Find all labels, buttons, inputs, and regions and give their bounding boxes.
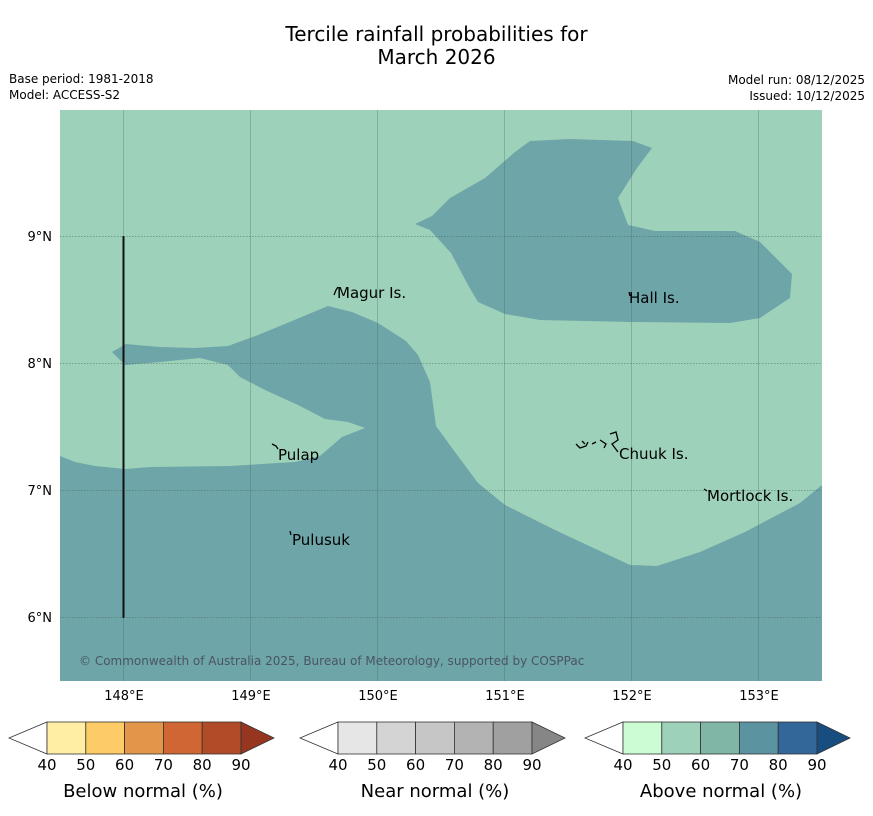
lon-tick-150: 150°E bbox=[358, 689, 398, 704]
place-labels: Magur Is. Hall Is. Pulap Chuuk Is. Mortl… bbox=[278, 284, 793, 549]
colorbar-below-tick-60: 60 bbox=[115, 756, 135, 774]
lon-tick-152: 152°E bbox=[612, 689, 652, 704]
colorbar-near-tick-80: 80 bbox=[483, 756, 503, 774]
base-period: Base period: 1981-2018 bbox=[9, 72, 154, 86]
colorbar-below-tick-90: 90 bbox=[231, 756, 251, 774]
lon-tick-153: 153°E bbox=[739, 689, 779, 704]
colorbar-near-bin-1 bbox=[337, 721, 378, 755]
colorbar-near-tick-90: 90 bbox=[522, 756, 542, 774]
colorbar-near-bin-2 bbox=[376, 721, 417, 755]
colorbar-near-bin-5 bbox=[492, 721, 533, 755]
colorbar-below-under-arrow bbox=[8, 721, 48, 755]
colorbar-below-tick-40: 40 bbox=[37, 756, 57, 774]
colorbar-near-tick-60: 60 bbox=[406, 756, 426, 774]
lat-tick-9n: 9°N bbox=[28, 230, 53, 245]
legend-above-label: Above normal (%) bbox=[639, 781, 803, 802]
colorbar-above bbox=[584, 721, 851, 755]
mortlock-island-outline bbox=[703, 488, 708, 492]
chuuk-island-outline bbox=[575, 431, 619, 453]
colorbar-below-over-arrow bbox=[240, 721, 275, 755]
colorbar-below bbox=[8, 721, 275, 755]
legend-above-normal bbox=[584, 721, 858, 755]
colorbar-above-tick-90: 90 bbox=[807, 756, 827, 774]
colorbar-near-under-arrow bbox=[299, 721, 339, 755]
colorbar-below-bin-1 bbox=[46, 721, 87, 755]
model-name: Model: ACCESS-S2 bbox=[9, 88, 121, 102]
above-normal-70-region-north bbox=[415, 139, 792, 323]
magur-island-outline bbox=[333, 286, 339, 296]
colorbar-above-bin-2 bbox=[661, 721, 702, 755]
place-pulap: Pulap bbox=[278, 446, 319, 464]
colorbar-below-bin-5 bbox=[201, 721, 242, 755]
colorbar-above-under-arrow bbox=[584, 721, 624, 755]
colorbar-below-tick-50: 50 bbox=[76, 756, 96, 774]
longitude-tick-labels: 148°E 149°E 150°E 151°E 152°E 153°E bbox=[104, 689, 779, 704]
colorbar-below-tick-80: 80 bbox=[192, 756, 212, 774]
colorbar-above-bin-3 bbox=[700, 721, 740, 755]
lon-tick-148: 148°E bbox=[104, 689, 144, 704]
place-mortlock: Mortlock Is. bbox=[707, 487, 793, 505]
latitude-tick-labels: 9°N 8°N 7°N 6°N bbox=[28, 230, 53, 626]
legend-near-normal bbox=[299, 721, 573, 755]
colorbar-below-bin-3 bbox=[124, 721, 164, 755]
colorbar-near-tick-50: 50 bbox=[367, 756, 387, 774]
colorbar-above-over-arrow bbox=[816, 721, 851, 755]
colorbar-above-tick-80: 80 bbox=[768, 756, 788, 774]
colorbar-near-tick-70: 70 bbox=[444, 756, 464, 774]
place-pulusuk: Pulusuk bbox=[292, 531, 350, 549]
hall-island-outline bbox=[628, 291, 631, 297]
colorbar-near-tick-40: 40 bbox=[328, 756, 348, 774]
legend-below-label: Below normal (%) bbox=[63, 781, 223, 802]
island-outlines bbox=[271, 286, 708, 536]
colorbar-near-bin-3 bbox=[415, 721, 455, 755]
colorbar-above-bin-1 bbox=[622, 721, 663, 755]
legend-below-normal bbox=[8, 721, 282, 755]
copyright-text: © Commonwealth of Australia 2025, Bureau… bbox=[79, 654, 584, 668]
colorbar-above-tick-70: 70 bbox=[729, 756, 749, 774]
place-chuuk: Chuuk Is. bbox=[619, 445, 688, 463]
lon-tick-149: 149°E bbox=[231, 689, 271, 704]
colorbar-near-over-arrow bbox=[531, 721, 566, 755]
lat-tick-6n: 6°N bbox=[28, 611, 53, 626]
place-hall: Hall Is. bbox=[629, 289, 680, 307]
pulap-island-outline bbox=[271, 443, 279, 450]
graticule bbox=[60, 110, 822, 681]
issued-date: Issued: 10/12/2025 bbox=[749, 89, 865, 103]
place-magur: Magur Is. bbox=[337, 284, 406, 302]
colorbar-below-bin-2 bbox=[85, 721, 126, 755]
colorbar-below-bin-4 bbox=[162, 721, 203, 755]
map-title-line1: Tercile rainfall probabilities for bbox=[285, 22, 588, 46]
colorbar-near-bin-4 bbox=[453, 721, 494, 755]
meta-right: Model run: 08/12/2025 Issued: 10/12/2025 bbox=[728, 72, 865, 104]
lon-tick-151: 151°E bbox=[485, 689, 525, 704]
model-run: Model run: 08/12/2025 bbox=[727, 73, 865, 87]
lat-tick-7n: 7°N bbox=[28, 484, 53, 499]
colorbar-above-bin-5 bbox=[777, 721, 818, 755]
legend-near-label: Near normal (%) bbox=[360, 781, 510, 802]
meta-left: Base period: 1981-2018 Model: ACCESS-S2 bbox=[9, 71, 154, 103]
map-title-line2: March 2026 bbox=[377, 45, 496, 69]
colorbar-above-bin-4 bbox=[738, 721, 779, 755]
colorbar-near bbox=[299, 721, 566, 755]
pulusuk-island-outline bbox=[289, 530, 292, 536]
colorbar-below-tick-70: 70 bbox=[153, 756, 173, 774]
colorbar-above-tick-50: 50 bbox=[652, 756, 672, 774]
lat-tick-8n: 8°N bbox=[28, 357, 53, 372]
probability-map: Magur Is. Hall Is. Pulap Chuuk Is. Mortl… bbox=[28, 110, 822, 704]
colorbar-above-tick-40: 40 bbox=[613, 756, 633, 774]
colorbar-above-tick-60: 60 bbox=[691, 756, 711, 774]
